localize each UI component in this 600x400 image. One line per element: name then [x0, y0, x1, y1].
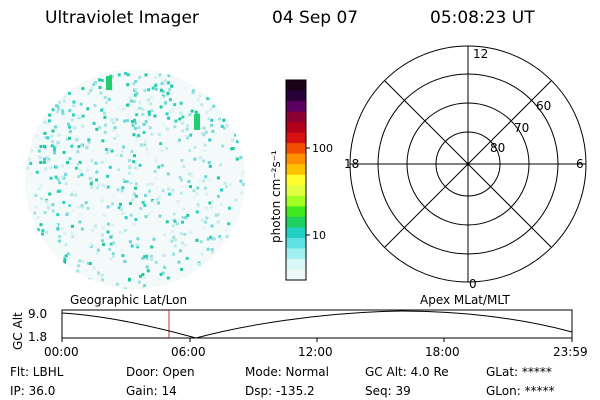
colorbar-segment [286, 195, 306, 207]
geographic-title: Geographic Lat/Lon [70, 293, 188, 307]
colorbar-segment [286, 216, 306, 228]
polar-label-6: 6 [576, 157, 584, 171]
colorbar-segment [286, 248, 306, 260]
colorbar-segment [286, 101, 306, 113]
app-title: Ultraviolet Imager [45, 8, 199, 28]
date-label: 04 Sep 07 [272, 8, 359, 28]
footer-glon: GLon: ***** [486, 384, 555, 398]
xtick-2359: 23:59 [553, 345, 588, 359]
lat-label-70: 70 [514, 121, 529, 135]
colorbar-segment [286, 164, 306, 176]
colorbar-segment [286, 111, 306, 123]
ytick-1.8: 1.8 [28, 330, 47, 344]
colorbar-segment [286, 227, 306, 239]
colorbar-segment [286, 206, 306, 218]
colorbar: 100 10 photon cm⁻²s⁻¹ [269, 79, 333, 281]
lat-label-60: 60 [536, 99, 551, 113]
xtick-0000: 00:00 [44, 345, 79, 359]
footer-gcalt: GC Alt: 4.0 Re [365, 365, 449, 379]
xtick-1200: 12:00 [298, 345, 333, 359]
xtick-0600: 06:00 [171, 345, 206, 359]
footer-door: Door: Open [126, 365, 195, 379]
xtick-1800: 18:00 [425, 345, 460, 359]
altitude-curve [61, 310, 573, 339]
colorbar-segment [286, 269, 306, 281]
footer-ip: IP: 36.0 [10, 384, 56, 398]
altitude-timeline: GC Alt 9.0 1.8 00:00 06:00 12:00 18:00 2… [11, 307, 588, 359]
footer-flt: Flt: LBHL [10, 365, 64, 379]
apex-title: Apex MLat/MLT [420, 293, 510, 307]
lat-label-80: 80 [490, 141, 505, 155]
colorbar-segment [286, 237, 306, 249]
footer-gain: Gain: 14 [126, 384, 177, 398]
colorbar-segment [286, 153, 306, 165]
colorbar-segment [286, 174, 306, 186]
footer-dsp: Dsp: -135.2 [245, 384, 315, 398]
footer-seq: Seq: 39 [365, 384, 411, 398]
footer-glat: GLat: ***** [486, 365, 552, 379]
colorbar-tick-100: 100 [312, 142, 333, 155]
ytick-9: 9.0 [28, 307, 47, 321]
polar-grid-plot: 12 18 6 0 60 70 80 [344, 45, 587, 291]
colorbar-segment [286, 143, 306, 155]
colorbar-segment [286, 185, 306, 197]
colorbar-segment [286, 258, 306, 270]
colorbar-segment [286, 122, 306, 134]
uv-image-disk [25, 69, 245, 289]
colorbar-segment [286, 80, 306, 92]
footer-mode: Mode: Normal [245, 365, 329, 379]
polar-label-18: 18 [344, 157, 359, 171]
time-label: 05:08:23 UT [430, 8, 535, 28]
polar-label-0: 0 [469, 277, 477, 291]
colorbar-unit-label: photon cm⁻²s⁻¹ [269, 150, 283, 243]
timeline-ylabel: GC Alt [11, 312, 25, 350]
colorbar-tick-10: 10 [312, 229, 326, 242]
colorbar-segment [286, 90, 306, 102]
polar-label-12: 12 [473, 47, 488, 61]
colorbar-segment [286, 132, 306, 144]
